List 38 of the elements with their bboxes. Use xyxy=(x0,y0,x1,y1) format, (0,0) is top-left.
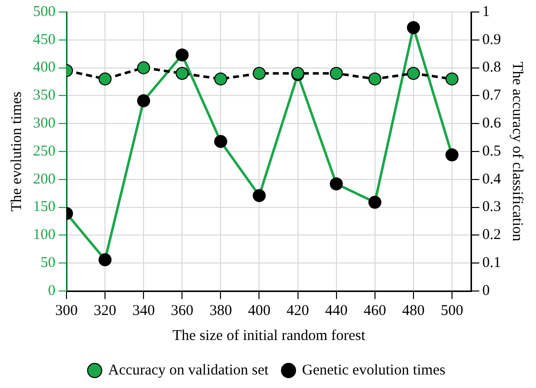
x-tick-label: 380 xyxy=(209,302,232,319)
x-tick-label: 440 xyxy=(325,302,348,319)
y-tick-label: 400 xyxy=(33,60,56,76)
x-tick-label: 340 xyxy=(132,302,155,319)
y-tick-label: 0 xyxy=(48,282,56,299)
y2-tick-label: 0.8 xyxy=(482,60,501,76)
y2-tick-label: 0.2 xyxy=(482,227,501,244)
x-tick-label: 460 xyxy=(364,302,386,319)
y-tick-label: 100 xyxy=(33,227,56,244)
x-tick-label: 500 xyxy=(440,302,464,319)
y2-tick-label: 0.3 xyxy=(482,199,501,216)
y-tick-label: 450 xyxy=(33,32,56,48)
y2-tick-label: 1 xyxy=(482,4,490,20)
y-tick-label: 300 xyxy=(33,116,56,132)
legend-label: Genetic evolution times xyxy=(302,362,446,378)
x-tick-label: 400 xyxy=(248,302,270,319)
x-tick-label: 360 xyxy=(170,302,194,319)
y2-tick-label: 0 xyxy=(482,282,490,299)
y2-tick-label: 0.9 xyxy=(482,32,501,48)
y-tick-label: 50 xyxy=(40,255,56,272)
y-axis-title: The evolution times xyxy=(8,91,25,212)
y2-tick-label: 0.4 xyxy=(482,171,502,188)
x-tick-label: 300 xyxy=(55,302,78,319)
y2-tick-label: 0.6 xyxy=(482,116,502,132)
y-tick-label: 200 xyxy=(33,171,56,188)
x-tick-label: 480 xyxy=(402,302,425,319)
x-axis-title: The size of initial random forest xyxy=(172,328,366,344)
y2-tick-label: 0.1 xyxy=(482,255,501,272)
y-tick-label: 150 xyxy=(33,199,56,216)
y2-tick-label: 0.7 xyxy=(482,88,502,104)
y-tick-label: 500 xyxy=(33,4,56,20)
x-tick-label: 320 xyxy=(94,302,116,319)
x-tick-label: 420 xyxy=(286,302,310,319)
y2-tick-label: 0.5 xyxy=(482,143,501,160)
y-tick-label: 250 xyxy=(33,143,56,160)
y-tick-label: 350 xyxy=(33,88,56,104)
legend-label: Accuracy on validation set xyxy=(108,362,270,378)
y2-axis-title: The accuracy of classification xyxy=(509,62,526,242)
